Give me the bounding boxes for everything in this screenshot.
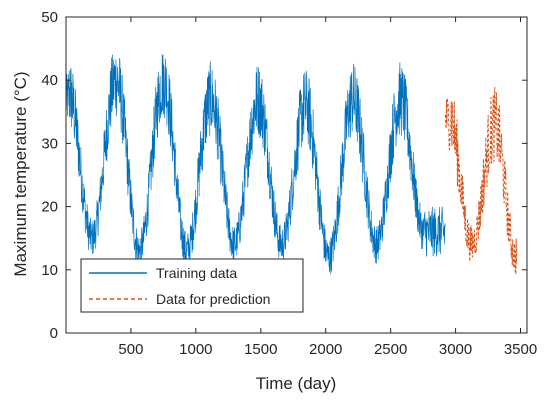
x-axis-label: Time (day) (256, 374, 337, 393)
x-tick-label: 1000 (179, 341, 212, 358)
x-tick-label: 1500 (244, 341, 277, 358)
y-tick-label: 0 (50, 325, 58, 342)
legend-label-training: Training data (156, 265, 237, 281)
series-line-prediction (444, 86, 518, 275)
x-tick-label: 3000 (439, 341, 472, 358)
x-tick-label: 2000 (309, 341, 342, 358)
x-tick-label: 2500 (374, 341, 407, 358)
legend-label-prediction: Data for prediction (156, 291, 270, 307)
y-tick-label: 40 (41, 72, 58, 89)
x-tick-label: 3500 (504, 341, 537, 358)
legend: Training data Data for prediction (80, 258, 304, 313)
legend-box (80, 258, 304, 313)
y-tick-label: 10 (41, 262, 58, 279)
y-axis-label: Maximum temperature (°C) (11, 71, 30, 276)
axes-frame (65, 16, 528, 334)
x-tick-label: 500 (118, 341, 143, 358)
y-tick-label: 50 (41, 9, 58, 26)
plot-area (65, 54, 518, 275)
y-tick-label: 30 (41, 135, 58, 152)
axes: 500 1000 1500 2000 2500 3000 3500 0 10 20 30 40 50 (41, 9, 537, 358)
series-line-training (65, 54, 446, 275)
y-tick-label: 20 (41, 199, 58, 216)
